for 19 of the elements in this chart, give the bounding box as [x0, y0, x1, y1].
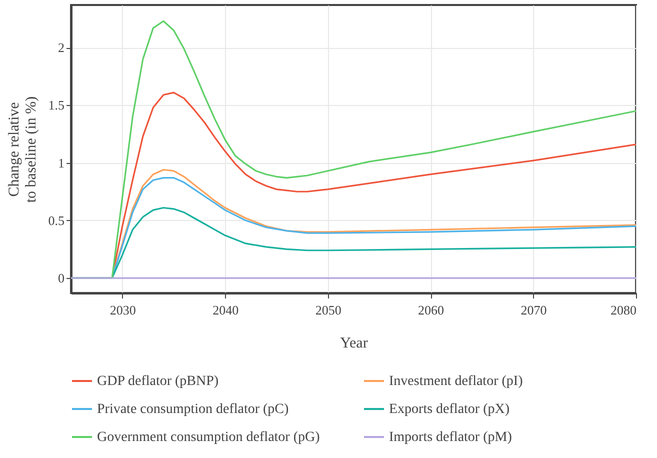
legend-label: GDP deflator (pBNP) — [97, 374, 219, 389]
legend-label: Exports deflator (pX) — [389, 402, 510, 417]
x-axis-title: Year — [340, 336, 368, 352]
y-axis-title: Change relative to baseline (in %) — [6, 96, 40, 203]
legend-label: Imports deflator (pM) — [389, 430, 512, 445]
x-tick-label: 2040 — [212, 302, 239, 318]
y-tick-label: 1 — [58, 155, 64, 170]
legend-label: Government consumption deflator (pG) — [97, 430, 320, 445]
y-tick-label: 1.5 — [48, 98, 64, 113]
y-tick-label: 0 — [58, 270, 64, 286]
x-tick-label: 2070 — [520, 302, 547, 318]
x-tick-label: 2050 — [315, 302, 342, 318]
x-tick-label: 2030 — [110, 302, 136, 318]
x-tick-label: 2080 — [610, 302, 636, 318]
x-tick-label: 2060 — [418, 302, 444, 318]
legend-label: Investment deflator (pI) — [389, 374, 524, 389]
legend-label: Private consumption deflator (pC) — [97, 402, 290, 417]
y-tick-label: 2 — [58, 40, 64, 56]
y-tick-label: 0.5 — [48, 212, 64, 228]
